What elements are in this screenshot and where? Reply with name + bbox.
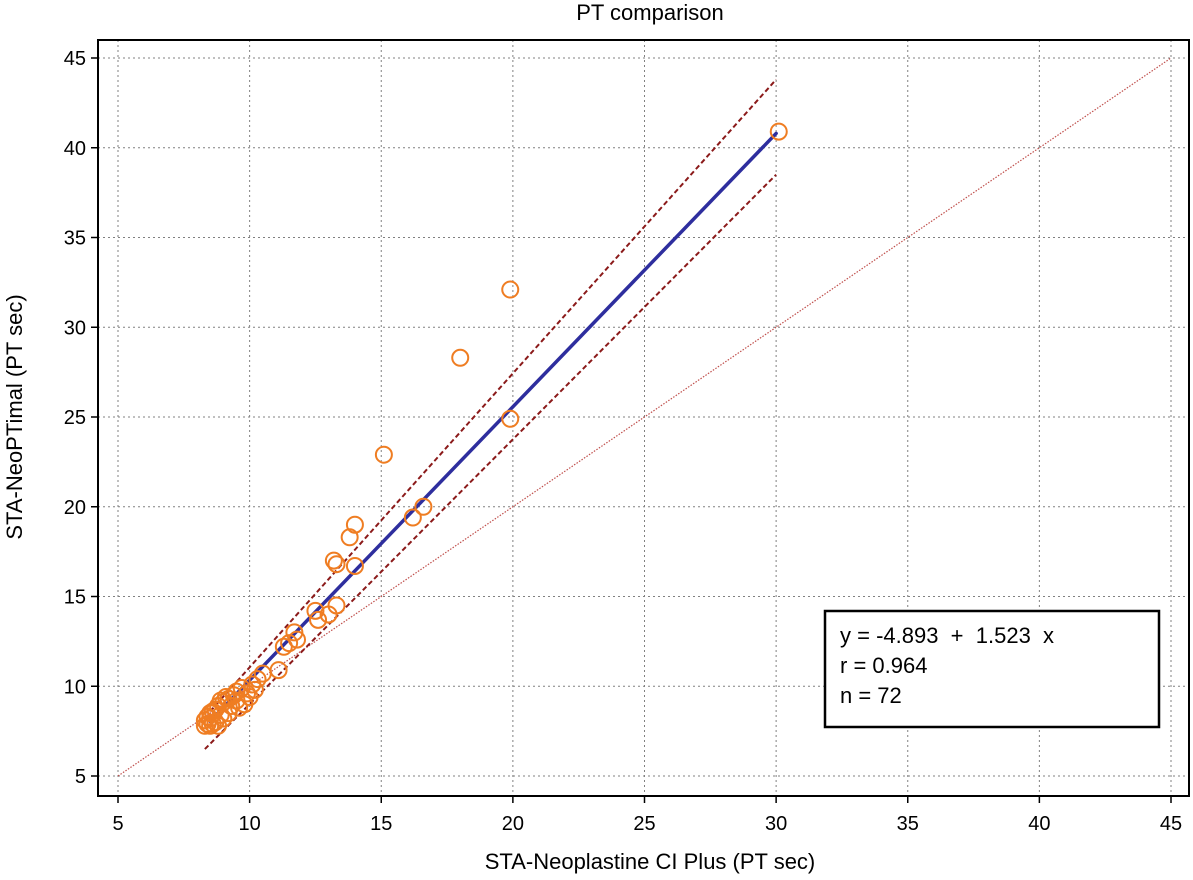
data-point-53 (240, 688, 259, 707)
confidence-upper-line (209, 78, 777, 713)
plot-frame (97, 39, 1190, 797)
y-tick-label-20: 20 (64, 497, 86, 519)
legend-frame (823, 609, 1161, 729)
y-tick-label-10: 10 (64, 676, 86, 698)
regression-line-group (208, 131, 778, 723)
x-tick-label-35: 35 (897, 813, 919, 835)
data-point-9 (324, 551, 343, 570)
data-point-2 (451, 348, 470, 367)
x-tick-label-30: 30 (765, 813, 787, 835)
chart-title: PT comparison (576, 0, 724, 25)
x-axis-ticks: 5 10 15 20 25 30 35 40 45 (112, 796, 1182, 835)
data-point-51 (216, 688, 235, 707)
data-point-48 (206, 713, 225, 732)
data-point-14 (306, 601, 325, 620)
x-tick-label-10: 10 (239, 813, 261, 835)
x-tick-label-20: 20 (502, 813, 524, 835)
legend-box: y = -4.893 + 1.523 x r = 0.964 n = 72 (823, 609, 1161, 729)
data-points (195, 122, 788, 735)
x-tick-label-45: 45 (1160, 813, 1182, 835)
data-point-52 (227, 691, 246, 710)
data-point-21 (253, 664, 272, 683)
y-tick-label-35: 35 (64, 228, 86, 250)
x-tick-label-5: 5 (112, 813, 123, 835)
data-point-7 (345, 515, 364, 534)
confidence-band-group (204, 78, 777, 750)
x-tick-label-40: 40 (1028, 813, 1050, 835)
identity-line-group (117, 57, 1172, 777)
y-axis-title: STA-NeoPTimal (PT sec) (2, 294, 27, 539)
x-tick-label-15: 15 (370, 813, 392, 835)
data-point-8 (340, 528, 359, 547)
x-tick-label-25: 25 (633, 813, 655, 835)
data-point-50 (195, 716, 214, 735)
legend-r: r = 0.964 (840, 653, 927, 678)
y-tick-label-40: 40 (64, 138, 86, 160)
data-point-11 (345, 556, 364, 575)
data-point-13 (319, 605, 338, 624)
y-tick-label-45: 45 (64, 48, 86, 70)
x-axis-title: STA-Neoplastine CI Plus (PT sec) (485, 849, 816, 874)
data-point-1 (501, 280, 520, 299)
data-point-18 (280, 634, 299, 653)
identity-line (117, 57, 1172, 777)
data-point-10 (327, 555, 346, 574)
y-tick-label-30: 30 (64, 317, 86, 339)
data-point-15 (309, 610, 328, 629)
y-tick-label-25: 25 (64, 407, 86, 429)
data-point-39 (198, 714, 217, 733)
data-point-22 (248, 670, 267, 689)
data-point-46 (222, 696, 241, 715)
legend-equation: y = -4.893 + 1.523 x (840, 623, 1054, 648)
data-point-0 (769, 122, 788, 141)
data-point-5 (414, 497, 433, 516)
y-tick-label-5: 5 (75, 766, 86, 788)
y-tick-label-15: 15 (64, 587, 86, 609)
confidence-lower-line (204, 173, 777, 750)
data-point-49 (201, 716, 220, 735)
data-point-4 (374, 445, 393, 464)
data-point-6 (403, 508, 422, 527)
y-axis-ticks: 5 10 15 20 25 30 35 40 45 (64, 48, 98, 788)
regression-line (208, 131, 778, 723)
legend-n: n = 72 (840, 683, 902, 708)
data-point-19 (274, 637, 293, 656)
data-point-3 (501, 409, 520, 428)
